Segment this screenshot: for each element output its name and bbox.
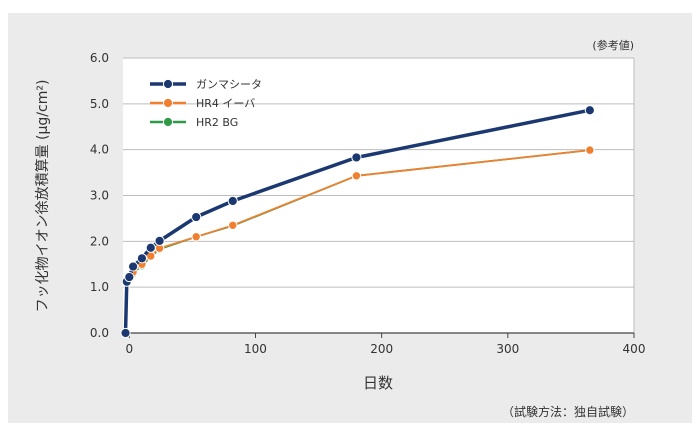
y-tick-label: 0.0 — [90, 326, 109, 340]
data-point — [191, 232, 201, 242]
line-chart: 0.0 1.0 2.0 3.0 4.0 5.0 6.0 0 100 200 300 400 ガンマシー… — [35, 38, 646, 419]
data-point — [127, 261, 139, 272]
data-point — [136, 253, 148, 264]
x-tick-label: 200 — [370, 342, 393, 356]
data-point — [124, 271, 135, 283]
legend-label: HR4 イーバ — [196, 97, 255, 110]
data-point — [351, 171, 362, 181]
data-point — [154, 235, 165, 246]
data-point — [585, 145, 595, 155]
legend-swatch-marker — [162, 97, 174, 109]
note-bottom: （試験方法：独自試験） — [502, 404, 634, 419]
x-tick-label: 0 — [125, 342, 133, 356]
y-tick-label: 1.0 — [90, 280, 109, 294]
note-top: (参考値) — [592, 38, 634, 52]
y-tick-label: 3.0 — [90, 189, 109, 203]
data-point — [228, 220, 238, 230]
y-axis-label: フッ化物イオン徐放積算量 (μg/cm²) — [35, 80, 51, 313]
data-point — [227, 195, 238, 207]
legend-swatch-marker — [162, 78, 174, 90]
data-point — [351, 152, 362, 163]
data-point — [191, 211, 202, 223]
legend-label: ガンマシータ — [196, 78, 262, 91]
y-tick-label: 2.0 — [90, 234, 109, 248]
x-tick-label: 100 — [244, 342, 267, 356]
legend-label: HR2 BG — [196, 116, 238, 129]
x-tick-label: 300 — [496, 342, 519, 356]
x-axis-label: 日数 — [363, 374, 393, 392]
y-tick-label: 4.0 — [90, 143, 109, 157]
chart-panel: 0.0 1.0 2.0 3.0 4.0 5.0 6.0 0 100 200 300 400 ガンマシー… — [8, 13, 692, 423]
data-point — [120, 327, 131, 339]
legend-swatch-marker — [162, 116, 174, 128]
data-point — [584, 105, 595, 116]
y-tick-label: 5.0 — [90, 97, 109, 111]
data-point — [145, 242, 156, 253]
y-tick-label: 6.0 — [90, 51, 109, 65]
x-tick-label: 400 — [623, 342, 646, 356]
